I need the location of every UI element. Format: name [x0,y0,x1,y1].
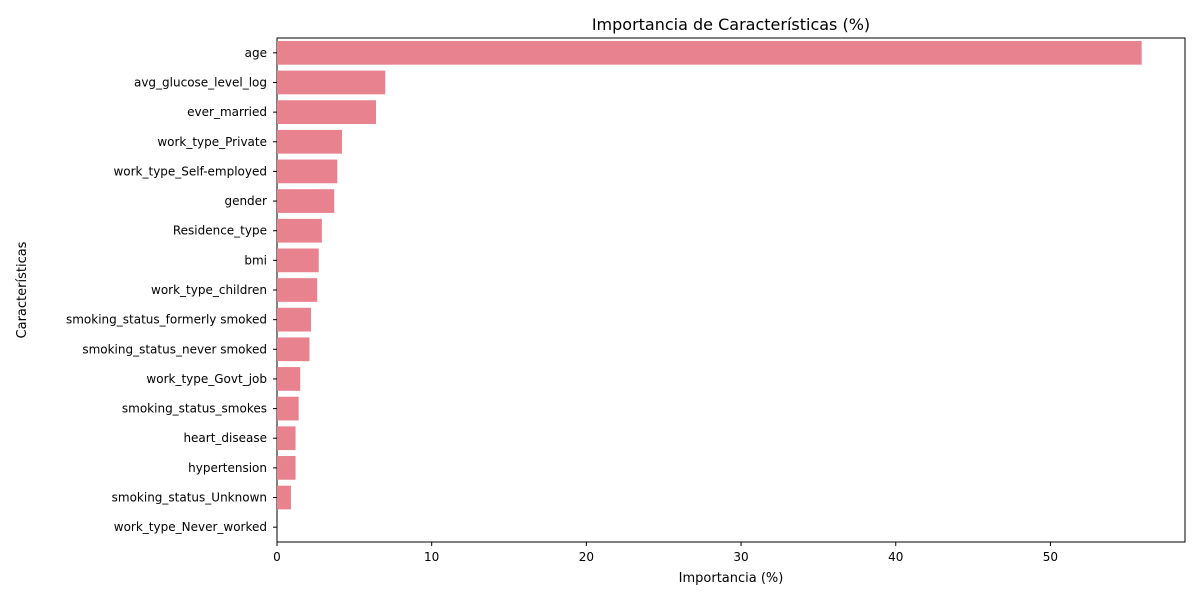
x-tick-label: 0 [273,550,281,564]
x-tick-label: 10 [424,550,439,564]
y-tick-label: work_type_children [151,283,267,297]
bar-residence-type [277,218,322,243]
y-tick-label: smoking_status_never smoked [82,342,267,356]
x-axis-label: Importancia (%) [679,571,784,586]
bar-ever-married [277,100,376,124]
bar-bmi [277,248,319,273]
x-tick-label: 50 [1043,550,1058,564]
y-tick-label: Residence_type [173,224,267,238]
bar-gender [277,189,335,213]
y-tick-label: avg_glucose_level_log [134,75,267,89]
bar-age [277,40,1142,65]
x-tick-label: 40 [888,550,903,564]
y-axis-label: Características [15,241,30,338]
y-tick-label: heart_disease [183,431,267,445]
bars-group [277,40,1142,510]
bar-smoking-status-smokes [277,396,299,421]
x-axis: 0 10 20 30 40 50 [273,542,1058,564]
y-tick-label: hypertension [188,461,267,475]
bar-work-type-children [277,278,318,302]
y-tick-label: smoking_status_smokes [122,402,267,416]
y-tick-label: work_type_Govt_job [146,372,267,386]
y-tick-label: gender [224,194,267,208]
bar-work-type-self-employed [277,159,338,184]
y-tick-label: bmi [244,253,267,267]
x-tick-label: 30 [733,550,748,564]
bar-work-type-govt-job [277,367,301,391]
y-tick-label: smoking_status_Unknown [112,491,267,505]
y-tick-label: age [245,46,267,60]
bar-heart-disease [277,426,296,451]
y-tick-label: smoking_status_formerly smoked [66,313,267,327]
bar-smoking-status-never-smoked [277,337,310,362]
plot-frame [276,37,1186,543]
chart-title: Importancia de Características (%) [592,15,870,34]
y-tick-label: work_type_Self-employed [113,164,267,178]
bar-smoking-status-unknown [277,485,291,510]
bar-hypertension [277,456,296,480]
bar-work-type-private [277,129,342,154]
y-tick-label: ever_married [187,105,267,119]
bar-smoking-status-formerly-smoked [277,307,312,332]
y-tick-label: work_type_Private [157,135,267,149]
bar-avg-glucose-level-log [277,70,386,95]
x-tick-label: 20 [579,550,594,564]
y-tick-labels: age avg_glucose_level_log ever_marriedwork… [66,46,277,534]
y-tick-label: work_type_Never_worked [114,520,267,534]
